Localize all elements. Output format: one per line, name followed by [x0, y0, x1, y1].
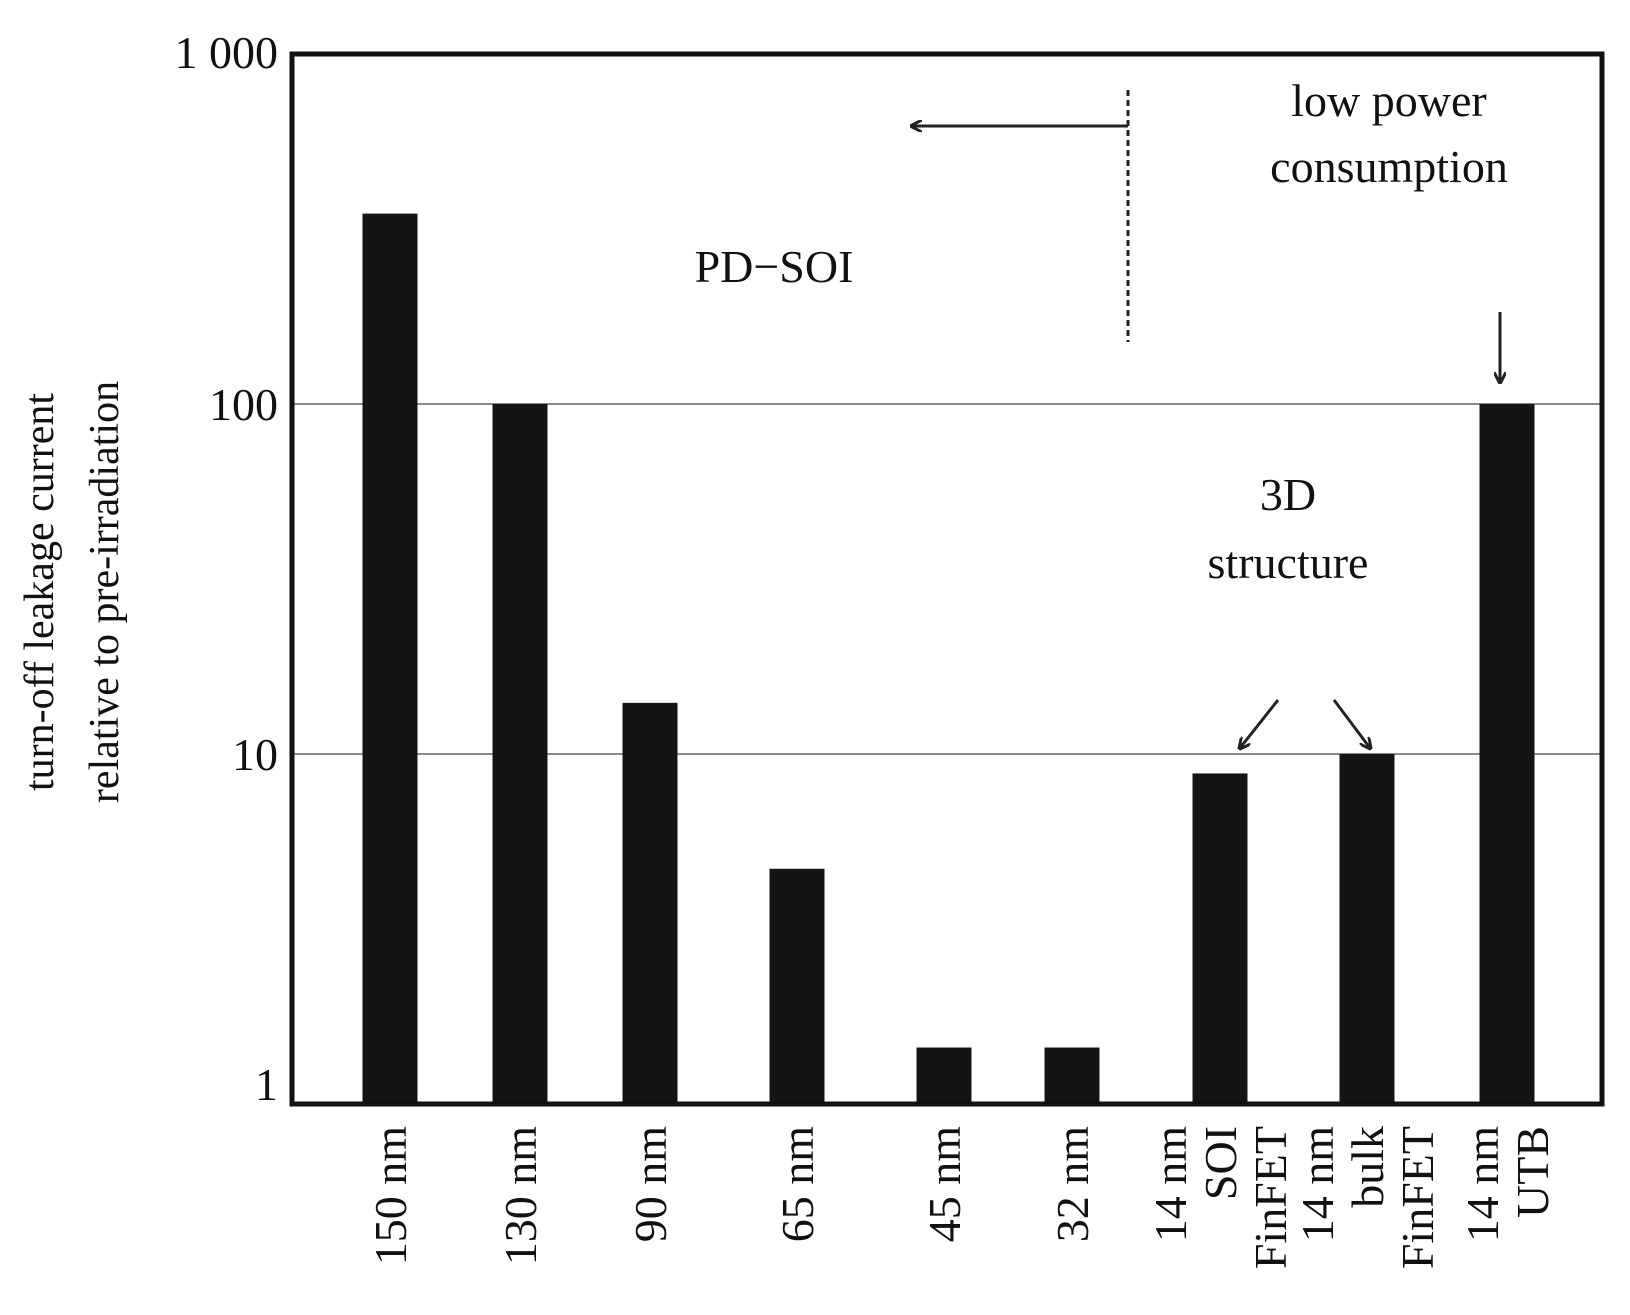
gridlines — [292, 403, 1602, 755]
y-tick-label: 100 — [209, 379, 278, 430]
x-tick-label: 150 nm — [365, 1126, 416, 1266]
y-axis-label-line-1: turn-off leakage current — [17, 393, 63, 791]
x-tick-label: 14 nm — [1292, 1126, 1343, 1243]
bar — [1192, 773, 1248, 1104]
x-category-labels: 150 nm 130 nm 90 nm 65 nm 45 nm 32 nm 14 nm SOI… — [365, 1126, 1558, 1269]
bar — [1479, 404, 1535, 1104]
low-power-label-line-1: low power — [1291, 75, 1486, 126]
x-tick-label: 65 nm — [772, 1126, 823, 1243]
x-tick-label: 45 nm — [919, 1126, 970, 1243]
structure-3d-label-line-1: 3D — [1260, 469, 1316, 520]
bars — [362, 213, 1535, 1105]
plot-frame — [289, 51, 1605, 1107]
x-tick-label: bulk — [1342, 1126, 1393, 1208]
x-tick-label: FinFET — [1245, 1126, 1296, 1269]
x-tick-label: FinFET — [1392, 1126, 1443, 1269]
bar — [1339, 754, 1395, 1104]
bar — [769, 868, 825, 1104]
bar — [492, 404, 548, 1104]
structure-3d-arrow-left — [1240, 699, 1280, 748]
y-tick-label: 1 — [255, 1059, 278, 1110]
x-tick-label: 14 nm — [1457, 1126, 1508, 1243]
x-tick-label: 90 nm — [625, 1126, 676, 1243]
pd-soi-label: PD−SOI — [695, 241, 854, 292]
low-power-label-line-2: consumption — [1270, 141, 1508, 192]
x-tick-label: UTB — [1507, 1126, 1558, 1218]
structure-3d-label-line-2: structure — [1208, 537, 1369, 588]
bar — [916, 1047, 972, 1104]
x-tick-label: 32 nm — [1047, 1126, 1098, 1243]
bar — [1044, 1047, 1100, 1104]
x-tick-label: SOI — [1195, 1126, 1246, 1200]
bar — [622, 702, 678, 1104]
bar — [362, 213, 418, 1105]
y-axis-label-line-2: relative to pre-irradiation — [82, 381, 128, 803]
annotations: PD−SOI low power consumption 3D structur… — [695, 75, 1508, 748]
x-tick-label: 130 nm — [495, 1126, 546, 1266]
y-tick-label: 10 — [232, 729, 278, 780]
structure-3d-arrow-right — [1332, 699, 1370, 748]
y-tick-labels: 1 10 100 1 000 — [175, 27, 279, 1110]
y-tick-label: 1 000 — [175, 27, 279, 78]
x-tick-label: 14 nm — [1145, 1126, 1196, 1243]
